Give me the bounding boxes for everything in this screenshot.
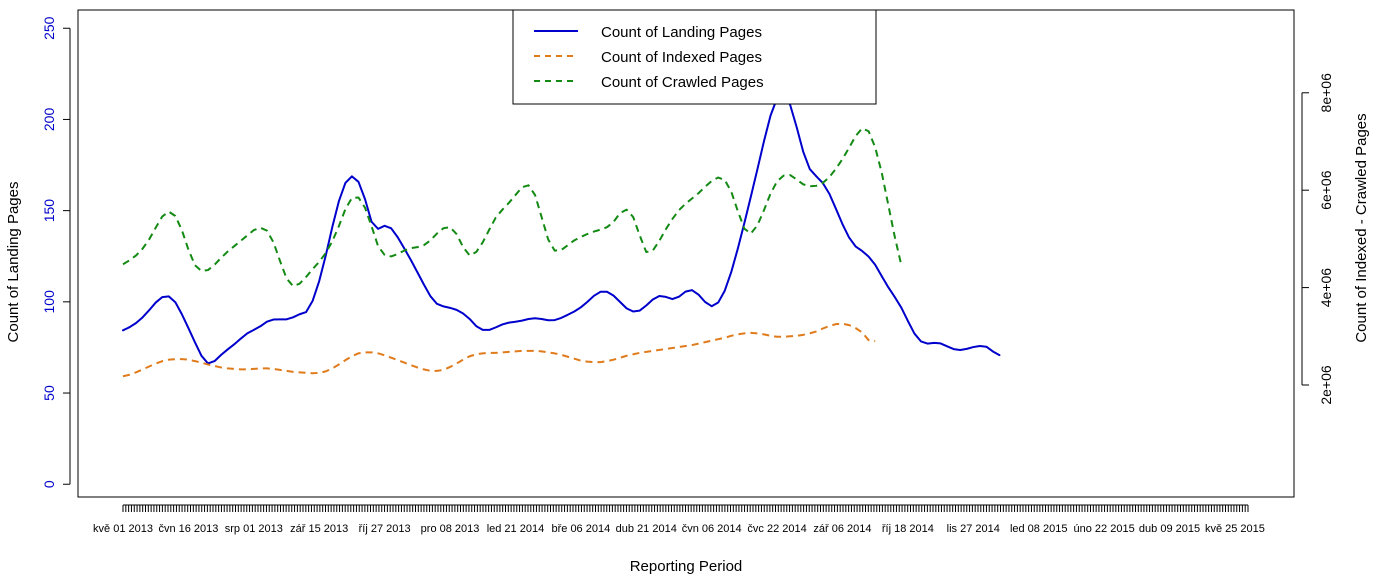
x-axis-tick-label: čvn 16 2013: [158, 523, 218, 535]
left-axis-tick-label: 100: [41, 290, 57, 314]
right-y-axis-title: Count of Indexed - Crawled Pages: [1353, 113, 1370, 342]
left-y-axis-title: Count of Landing Pages: [5, 182, 22, 343]
left-axis-tick-label: 150: [41, 199, 57, 223]
x-axis-tick-label: úno 22 2015: [1074, 523, 1135, 535]
right-axis-tick-label: 4e+06: [1318, 268, 1334, 308]
series-line-landing: [122, 93, 1001, 365]
x-axis-tick-label: říj 18 2014: [882, 523, 934, 535]
x-axis-tick-label: říj 27 2013: [359, 523, 411, 535]
x-axis-title: Reporting Period: [630, 558, 743, 575]
x-axis-tick-label: lis 27 2014: [947, 523, 1000, 535]
x-axis-tick-label: čvc 22 2014: [747, 523, 806, 535]
series-line-crawled: [122, 127, 903, 288]
x-axis-tick-label: kvě 01 2013: [93, 523, 153, 535]
x-axis-tick-label: zář 15 2013: [290, 523, 348, 535]
legend-label-crawled: Count of Crawled Pages: [601, 74, 764, 91]
x-axis-tick-label: srp 01 2013: [225, 523, 283, 535]
x-axis-tick-label: kvě 25 2015: [1205, 523, 1265, 535]
x-axis: kvě 01 2013 čvn 16 2013 srp 01 2013 zář 15 …: [93, 504, 1265, 535]
x-axis-tick-label: led 08 2015: [1010, 523, 1068, 535]
legend: Count of Landing Pages Count of Indexed …: [512, 9, 877, 105]
x-axis-tick-label: led 21 2014: [487, 523, 545, 535]
right-axis-tick-label: 6e+06: [1318, 170, 1334, 210]
right-axis-tick-label: 8e+06: [1318, 73, 1334, 113]
legend-label-landing: Count of Landing Pages: [601, 24, 762, 41]
x-axis-tick-label: čvn 06 2014: [682, 523, 742, 535]
x-axis-tick-label: dub 21 2014: [616, 523, 677, 535]
x-axis-tick-label: zář 06 2014: [813, 523, 871, 535]
x-axis-tick-label: dub 09 2015: [1139, 523, 1200, 535]
series-line-indexed: [122, 322, 876, 378]
right-axis-tick-label: 2e+06: [1318, 365, 1334, 405]
left-axis-tick-label: 0: [41, 480, 57, 488]
series-layer: [122, 93, 1001, 378]
x-axis-tick-label: bře 06 2014: [551, 523, 610, 535]
left-y-axis: 0 50 100 150 200 250: [41, 16, 71, 488]
legend-label-indexed: Count of Indexed Pages: [601, 49, 762, 66]
x-axis-tick-label: pro 08 2013: [421, 523, 480, 535]
left-axis-tick-label: 50: [41, 385, 57, 401]
legend-box: [512, 9, 877, 105]
left-axis-tick-label: 250: [41, 16, 57, 40]
right-y-axis: 2e+06 4e+06 6e+06 8e+06: [1301, 73, 1334, 405]
left-axis-tick-label: 200: [41, 108, 57, 132]
